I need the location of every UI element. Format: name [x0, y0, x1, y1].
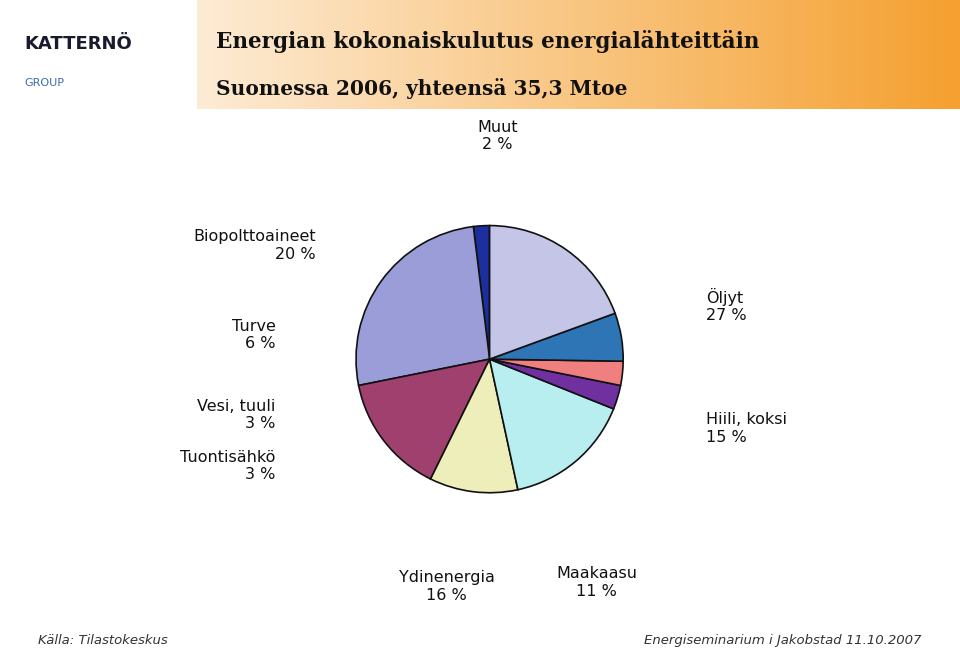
- Text: Ydinenergia
16 %: Ydinenergia 16 %: [399, 570, 494, 602]
- Wedge shape: [431, 359, 517, 493]
- Text: Turve
6 %: Turve 6 %: [232, 319, 276, 351]
- Text: Hiili, koksi
15 %: Hiili, koksi 15 %: [706, 413, 787, 445]
- Wedge shape: [490, 225, 615, 359]
- Text: Öljyt
27 %: Öljyt 27 %: [706, 288, 747, 324]
- Text: Biopolttoaineet
20 %: Biopolttoaineet 20 %: [193, 229, 316, 262]
- Wedge shape: [359, 359, 490, 479]
- Wedge shape: [356, 227, 490, 386]
- Text: Suomessa 2006, yhteensä 35,3 Mtoe: Suomessa 2006, yhteensä 35,3 Mtoe: [216, 78, 628, 100]
- Wedge shape: [473, 225, 490, 359]
- Wedge shape: [490, 359, 620, 409]
- FancyBboxPatch shape: [0, 0, 197, 109]
- Text: Maakaasu
11 %: Maakaasu 11 %: [556, 566, 637, 598]
- Wedge shape: [490, 359, 613, 490]
- Text: KATTERNÖ: KATTERNÖ: [24, 35, 132, 53]
- Text: Muut
2 %: Muut 2 %: [477, 120, 518, 152]
- Text: Energiseminarium i Jakobstad 11.10.2007: Energiseminarium i Jakobstad 11.10.2007: [644, 635, 922, 647]
- Text: Vesi, tuuli
3 %: Vesi, tuuli 3 %: [198, 399, 276, 432]
- Text: Energian kokonaiskulutus energialähteittäin: Energian kokonaiskulutus energialähteitt…: [216, 30, 759, 53]
- Text: Källa: Tilastokeskus: Källa: Tilastokeskus: [38, 635, 168, 647]
- Text: GROUP: GROUP: [24, 78, 64, 88]
- Text: Tuontisähkö
3 %: Tuontisähkö 3 %: [180, 450, 276, 482]
- Wedge shape: [490, 359, 623, 386]
- Wedge shape: [490, 313, 623, 361]
